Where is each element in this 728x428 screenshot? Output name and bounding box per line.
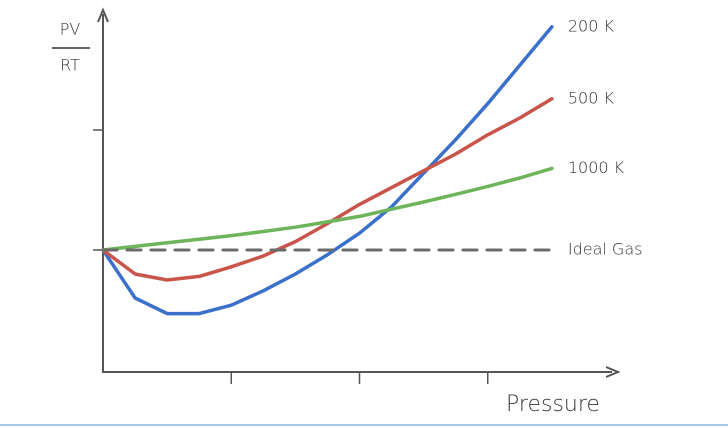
y-axis-arrow (97, 7, 109, 23)
x-axis-arrow (605, 366, 621, 378)
series-label: Ideal Gas (568, 240, 643, 259)
series-line (101, 166, 554, 252)
y-label-denominator: RT (60, 56, 80, 75)
series-label: 500 K (568, 88, 615, 107)
y-label-numerator: PV (60, 20, 81, 39)
series-label: 1000 K (568, 158, 625, 177)
x-label: Pressure (506, 392, 600, 417)
series-line (101, 25, 554, 316)
series-label: 200 K (568, 16, 615, 35)
